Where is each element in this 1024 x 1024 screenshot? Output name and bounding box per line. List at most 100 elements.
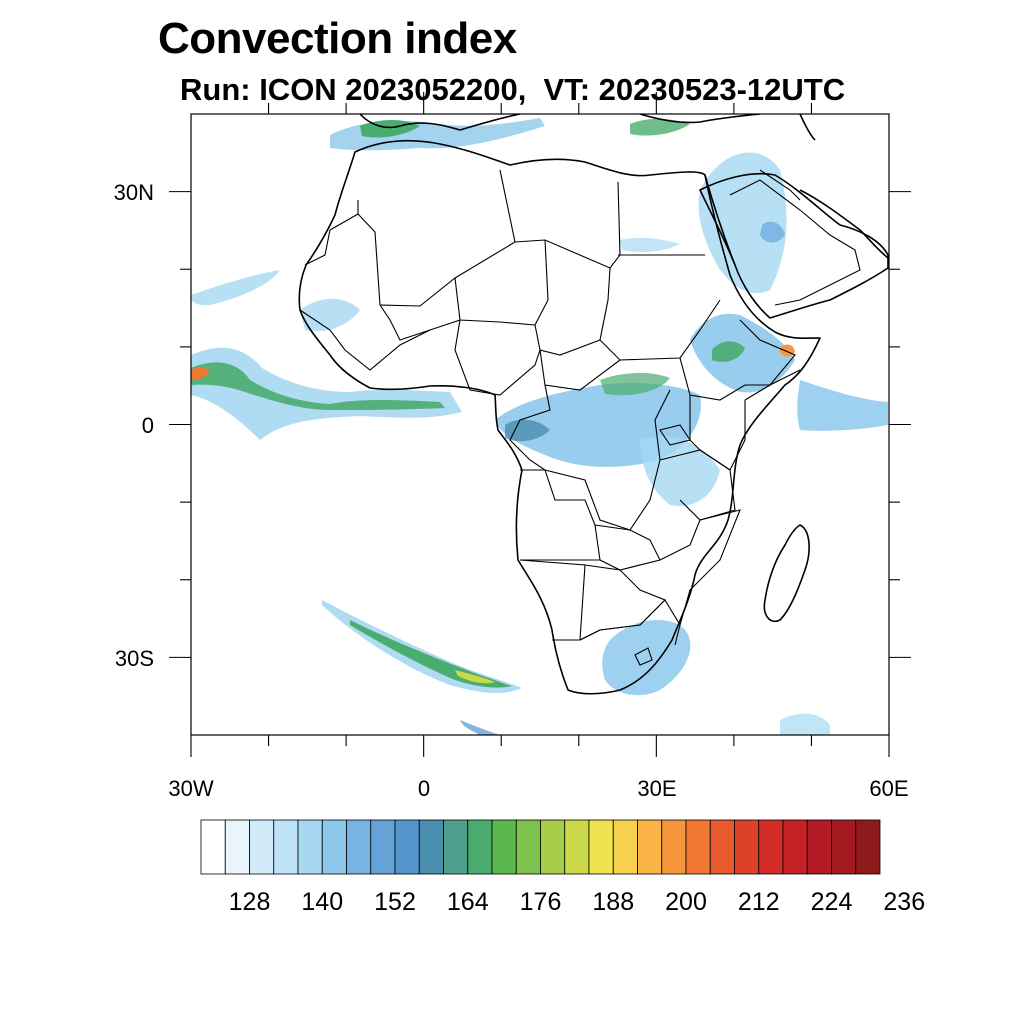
border-south-africa (579, 599, 681, 646)
arabia-convection (698, 152, 787, 294)
colorbar (200, 819, 881, 875)
congo-core (505, 419, 550, 442)
lon-label-0: 0 (417, 776, 431, 801)
caspian (799, 114, 816, 141)
border-somalia (744, 369, 801, 401)
colorbar-swatch (831, 819, 857, 875)
arabian-peninsula (699, 172, 889, 319)
border-mozambique (659, 509, 741, 626)
colorbar-label: 212 (737, 888, 780, 916)
turkey-coast (639, 114, 761, 124)
border-tanzania (659, 449, 736, 521)
colorbar-swatch (540, 819, 566, 875)
colorbar-swatch (782, 819, 808, 875)
border-lesotho (634, 647, 653, 666)
border-angola (520, 469, 601, 561)
colorbar-label: 128 (228, 888, 271, 916)
lat-label-30n: 30N (113, 180, 154, 205)
colorbar-swatch (273, 819, 299, 875)
colorbar-label: 188 (592, 888, 635, 916)
atlantic-west-band (191, 270, 280, 306)
colorbar-swatch (612, 819, 638, 875)
colorbar-swatch (685, 819, 711, 875)
south-atlantic-tail (460, 720, 500, 735)
convection-field (191, 118, 888, 735)
central-africa-cells (600, 372, 670, 396)
itcz-band-outer (191, 347, 462, 440)
arabia-core (760, 221, 785, 243)
colorbar-swatch (224, 819, 250, 875)
border-west-africa (299, 309, 431, 371)
ethiopia-peak (780, 344, 795, 357)
border-lakes (659, 424, 691, 446)
border-zambia (594, 524, 661, 571)
lat-label-30s: 30S (114, 646, 154, 671)
lon-label-60e: 60E (869, 776, 909, 801)
itcz-band-peak (191, 367, 210, 380)
colorbar-swatch (491, 819, 517, 875)
colorbar-label: 176 (519, 888, 562, 916)
lon-label-30e: 30E (637, 776, 677, 801)
colorbar-swatch (855, 819, 881, 875)
west-africa-cells (300, 298, 360, 332)
border-namibia (519, 559, 586, 641)
colorbar-label: 164 (446, 888, 489, 916)
colorbar-swatch (588, 819, 614, 875)
border-nigeria (454, 319, 541, 396)
border-mauritania (304, 229, 331, 266)
europe-coast (359, 114, 521, 131)
colorbar-swatch (758, 819, 784, 875)
colorbar-swatch (806, 819, 832, 875)
east-africa-convection (640, 436, 720, 506)
colorbar-swatch (418, 819, 444, 875)
colorbar-label: 224 (810, 888, 853, 916)
lon-label-30w: 30W (168, 776, 214, 801)
colorbar-swatch (346, 819, 372, 875)
country-borders (299, 169, 861, 666)
itcz-band-core (191, 362, 445, 410)
persian-gulf (799, 189, 889, 259)
africa-coastline (298, 139, 821, 695)
ethiopia-convection (690, 313, 795, 393)
south-atlantic-band (322, 600, 522, 694)
border-arabia (729, 179, 861, 306)
colorbar-swatch (661, 819, 687, 875)
colorbar-label: 140 (301, 888, 344, 916)
border-car (539, 349, 621, 391)
madagascar (763, 524, 810, 622)
chart-subtitle: Run: ICON 2023052200, VT: 20230523-12UTC (180, 72, 846, 107)
colorbar-label: 152 (374, 888, 416, 916)
border-ethiopia (679, 319, 796, 401)
ethiopia-core (712, 341, 745, 362)
colorbar-swatch (637, 819, 663, 875)
colorbar-swatch (321, 819, 347, 875)
chart-title: Convection index (158, 14, 517, 63)
south-atlantic-peak (455, 670, 495, 684)
colorbar-swatch (709, 819, 735, 875)
south-atlantic-core (350, 620, 512, 688)
colorbar-swatch (515, 819, 541, 875)
map-axes (169, 92, 911, 757)
sahel-cells (620, 237, 680, 252)
colorbar-label: 236 (883, 888, 926, 916)
border-iraq (759, 169, 801, 201)
colorbar-swatch (443, 819, 469, 875)
red-sea-coast (704, 174, 736, 266)
colorbar-swatch (249, 819, 275, 875)
coastlines (298, 114, 889, 695)
border-libya (514, 181, 621, 269)
south-africa-convection (602, 620, 691, 696)
colorbar-swatch (370, 819, 396, 875)
border-mali (379, 304, 461, 341)
colorbar-swatch (297, 819, 323, 875)
colorbar-swatch (564, 819, 590, 875)
colorbar-swatch (394, 819, 420, 875)
colorbar-label: 200 (665, 888, 707, 916)
south-indian-ocean (780, 713, 830, 735)
east-med-band (630, 118, 690, 136)
border-algeria (357, 169, 516, 307)
colorbar-swatch (200, 819, 226, 875)
colorbar-swatch (734, 819, 760, 875)
colorbar-swatch (467, 819, 493, 875)
